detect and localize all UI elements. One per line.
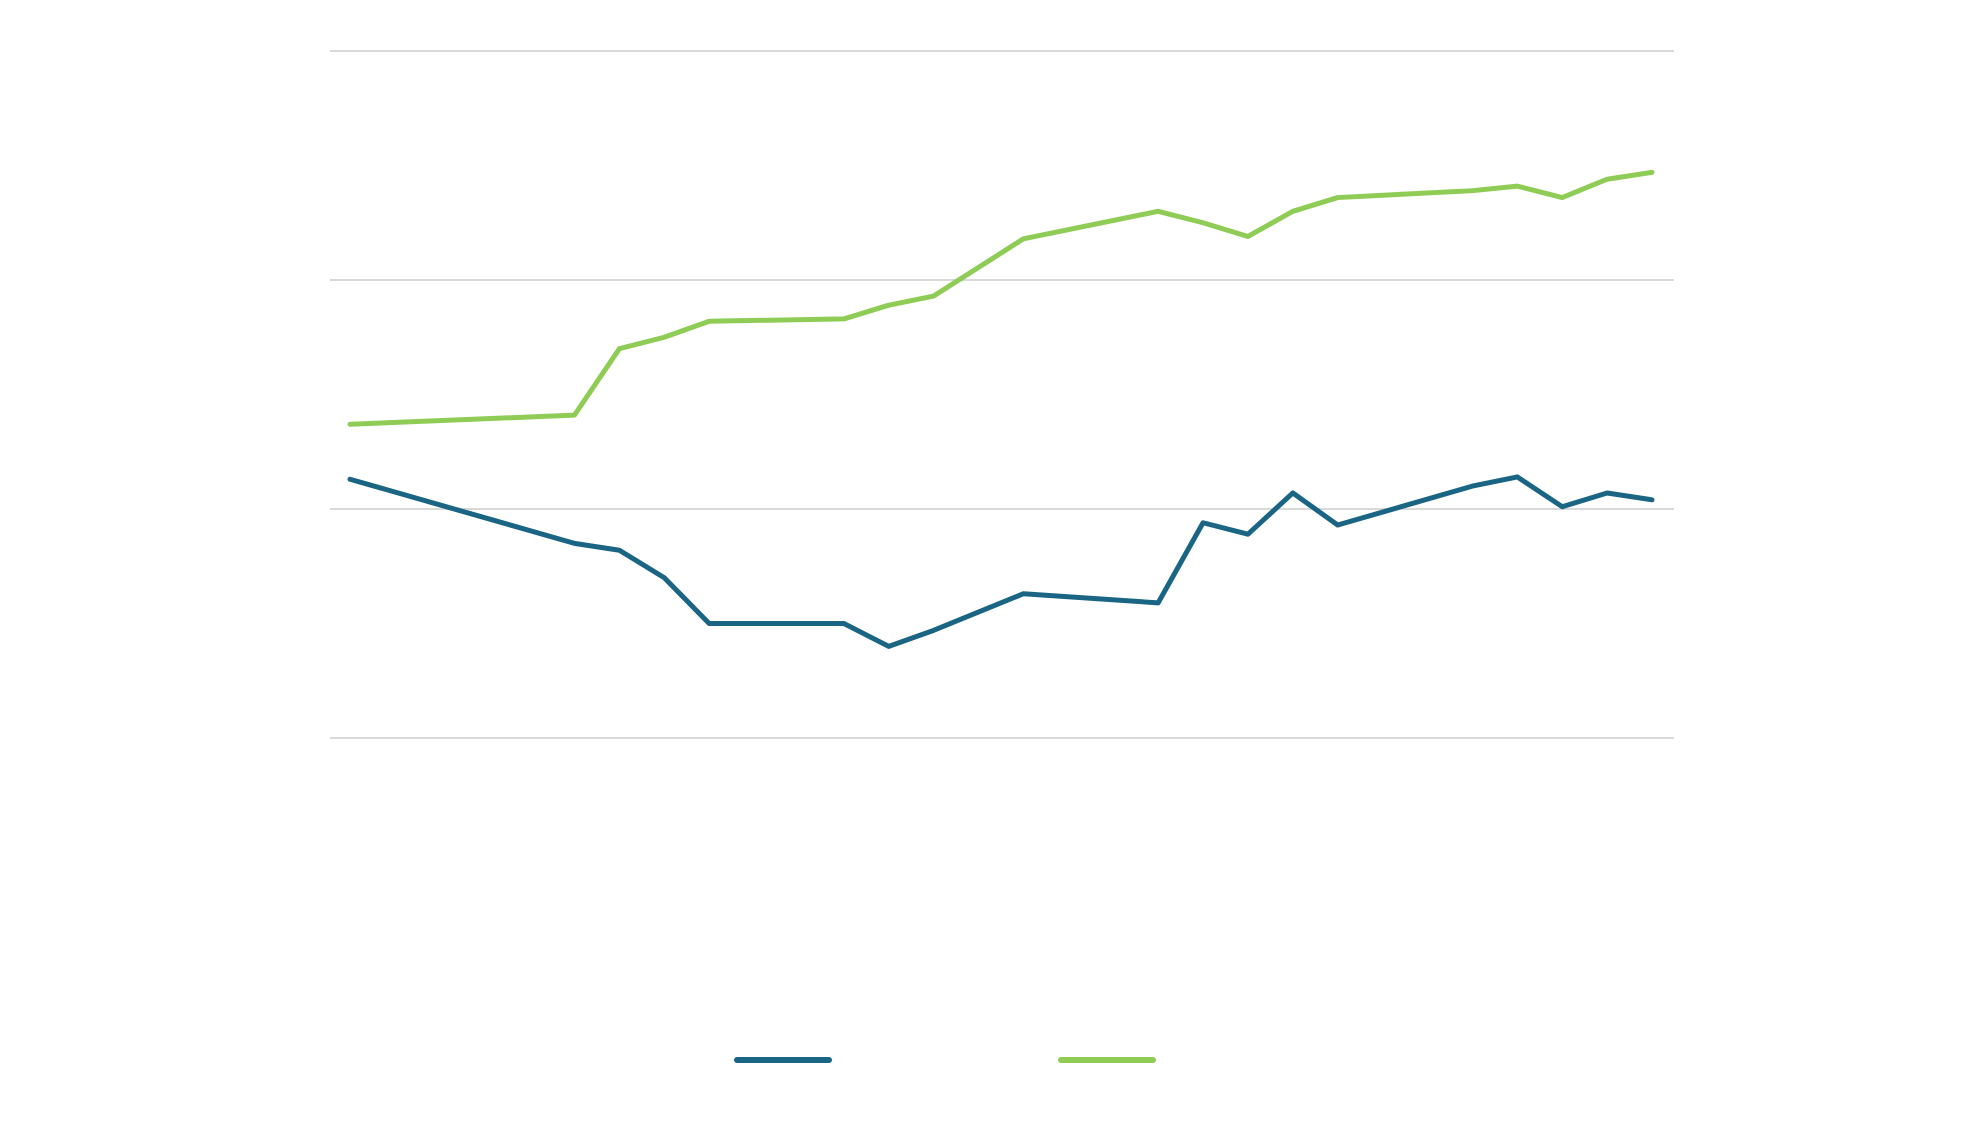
series-line xyxy=(347,169,1655,427)
series-line xyxy=(347,474,1655,649)
